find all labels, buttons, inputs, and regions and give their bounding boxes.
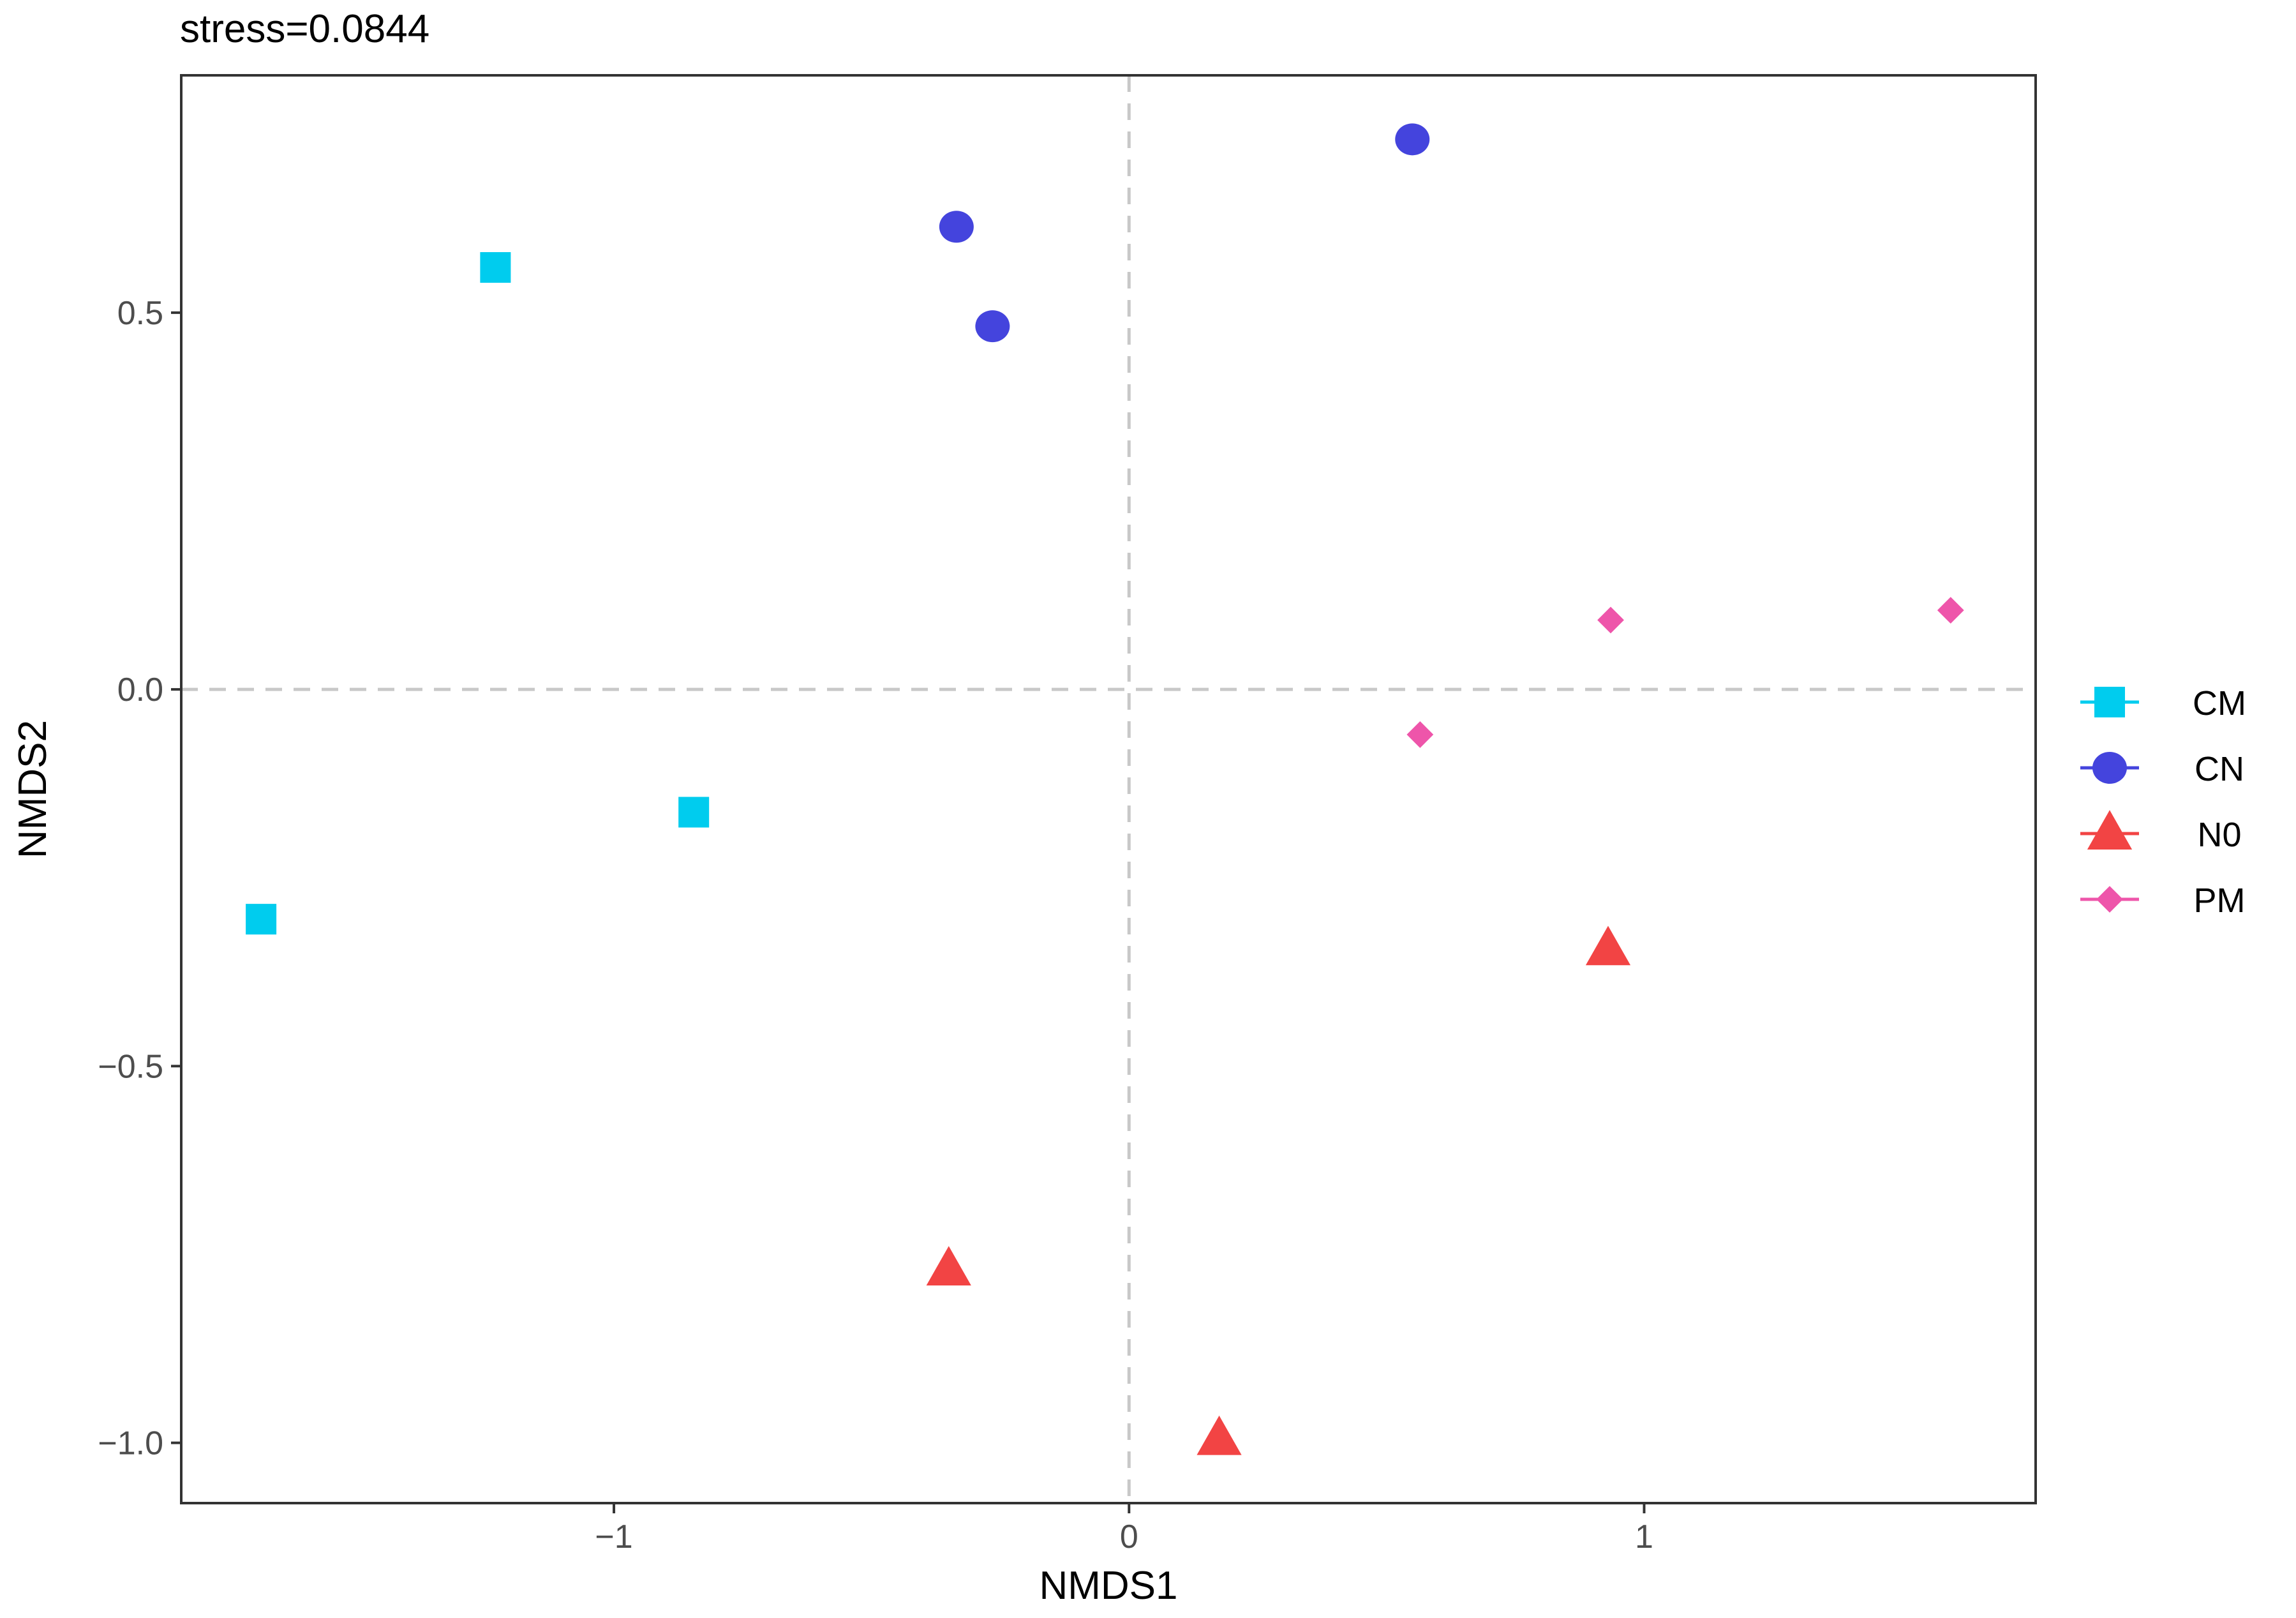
legend-item-cm: CM (2080, 684, 2246, 723)
y-axis-label: NMDS2 (11, 720, 55, 858)
legend: CM CN N0 PM (2080, 684, 2246, 920)
y-tick-label: −1.0 (98, 1425, 163, 1462)
axes: −1 0 1 −1.0 −0.5 0.0 0.5 (98, 295, 1653, 1555)
y-tick-label: 0.0 (117, 671, 163, 708)
reference-lines (181, 75, 2036, 1503)
x-tick-label: 1 (1635, 1518, 1653, 1555)
point-pm (1597, 606, 1624, 634)
legend-key-marker (2087, 810, 2133, 850)
point-pm (1937, 597, 1964, 624)
point-n0 (1196, 1415, 1242, 1455)
legend-key-marker (2096, 886, 2123, 913)
point-n0 (1585, 925, 1631, 966)
point-n0 (926, 1246, 971, 1286)
panel-border (180, 74, 2037, 1504)
point-cm (678, 797, 710, 828)
x-tick-label: −1 (595, 1518, 632, 1555)
y-tick-label: 0.5 (117, 295, 163, 332)
legend-label: N0 (2197, 816, 2241, 854)
point-cm (246, 904, 277, 935)
point-cn (939, 211, 974, 243)
legend-key-marker (2094, 687, 2125, 717)
legend-label: CN (2195, 750, 2244, 788)
legend-item-n0: N0 (2080, 810, 2242, 854)
legend-label: PM (2194, 881, 2246, 920)
legend-item-pm: PM (2080, 881, 2246, 920)
x-tick-label: 0 (1120, 1518, 1138, 1555)
point-pm (1406, 721, 1434, 748)
chart-title: stress=0.0844 (180, 7, 429, 51)
x-axis-label: NMDS1 (1039, 1564, 1177, 1608)
legend-label: CM (2193, 684, 2246, 723)
point-cn (1395, 123, 1430, 156)
legend-key-marker (2092, 752, 2127, 784)
data-points (246, 123, 1964, 1455)
point-cm (480, 252, 511, 283)
y-tick-label: −0.5 (98, 1048, 163, 1085)
point-cn (975, 310, 1010, 343)
legend-item-cn: CN (2080, 750, 2244, 788)
